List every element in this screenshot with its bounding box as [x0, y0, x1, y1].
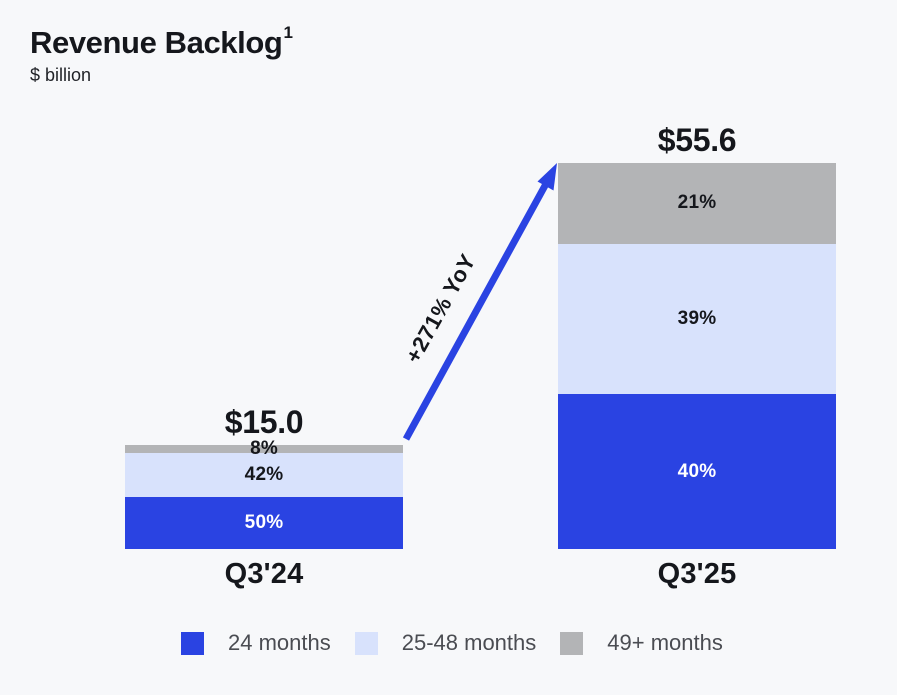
footnote-marker: 1: [283, 23, 293, 42]
legend-swatch-49-plus-months: [560, 631, 584, 655]
segment-percent-label: 50%: [244, 511, 284, 533]
bar-q3-24: 8% 42% 50%: [125, 438, 403, 549]
segment-25-48-months: 39%: [558, 243, 836, 395]
bar-total-label: $55.6: [657, 121, 737, 158]
bar-category-label: Q3'24: [224, 558, 304, 590]
segment-percent-label: 21%: [677, 192, 717, 214]
legend-item-24-months: 24 months: [181, 630, 331, 656]
segment-percent-label: 39%: [677, 308, 717, 330]
chart-title: Revenue Backlog1: [30, 23, 293, 60]
legend-label-49-plus-months: 49+ months: [607, 630, 723, 655]
legend-item-49-plus-months: 49+ months: [560, 630, 723, 656]
chart-unit-label: $ billion: [30, 65, 92, 86]
segment-24-months: 40%: [558, 394, 836, 549]
segment-percent-label: 40%: [677, 460, 717, 482]
growth-arrow-head: [537, 163, 557, 191]
bar-q3-25: 21% 39% 40%: [558, 162, 836, 549]
segment-percent-label: 8%: [250, 437, 278, 459]
segment-49-months: 21%: [558, 162, 836, 244]
segment-percent-label: 42%: [244, 463, 284, 485]
segment-49-months: 8%: [125, 438, 403, 459]
segment-25-48-months: 42%: [125, 453, 403, 497]
segment-24-months: 50%: [125, 496, 403, 549]
chart-title-text: Revenue Backlog: [30, 25, 283, 60]
bar-total-label: $15.0: [224, 403, 304, 440]
legend-label-24-months: 24 months: [228, 630, 331, 655]
growth-annotation: +271% YoY: [400, 250, 480, 367]
legend: 24 months 25-48 months 49+ months: [181, 630, 723, 656]
growth-arrow-line: [402, 180, 551, 441]
bar-category-label: Q3'25: [657, 558, 737, 590]
chart-header: Revenue Backlog1 $ billion: [30, 23, 293, 86]
legend-swatch-25-48-months: [354, 631, 378, 655]
legend-label-25-48-months: 25-48 months: [401, 630, 537, 655]
legend-swatch-24-months: [181, 631, 204, 655]
legend-item-25-48-months: 25-48 months: [354, 630, 537, 656]
